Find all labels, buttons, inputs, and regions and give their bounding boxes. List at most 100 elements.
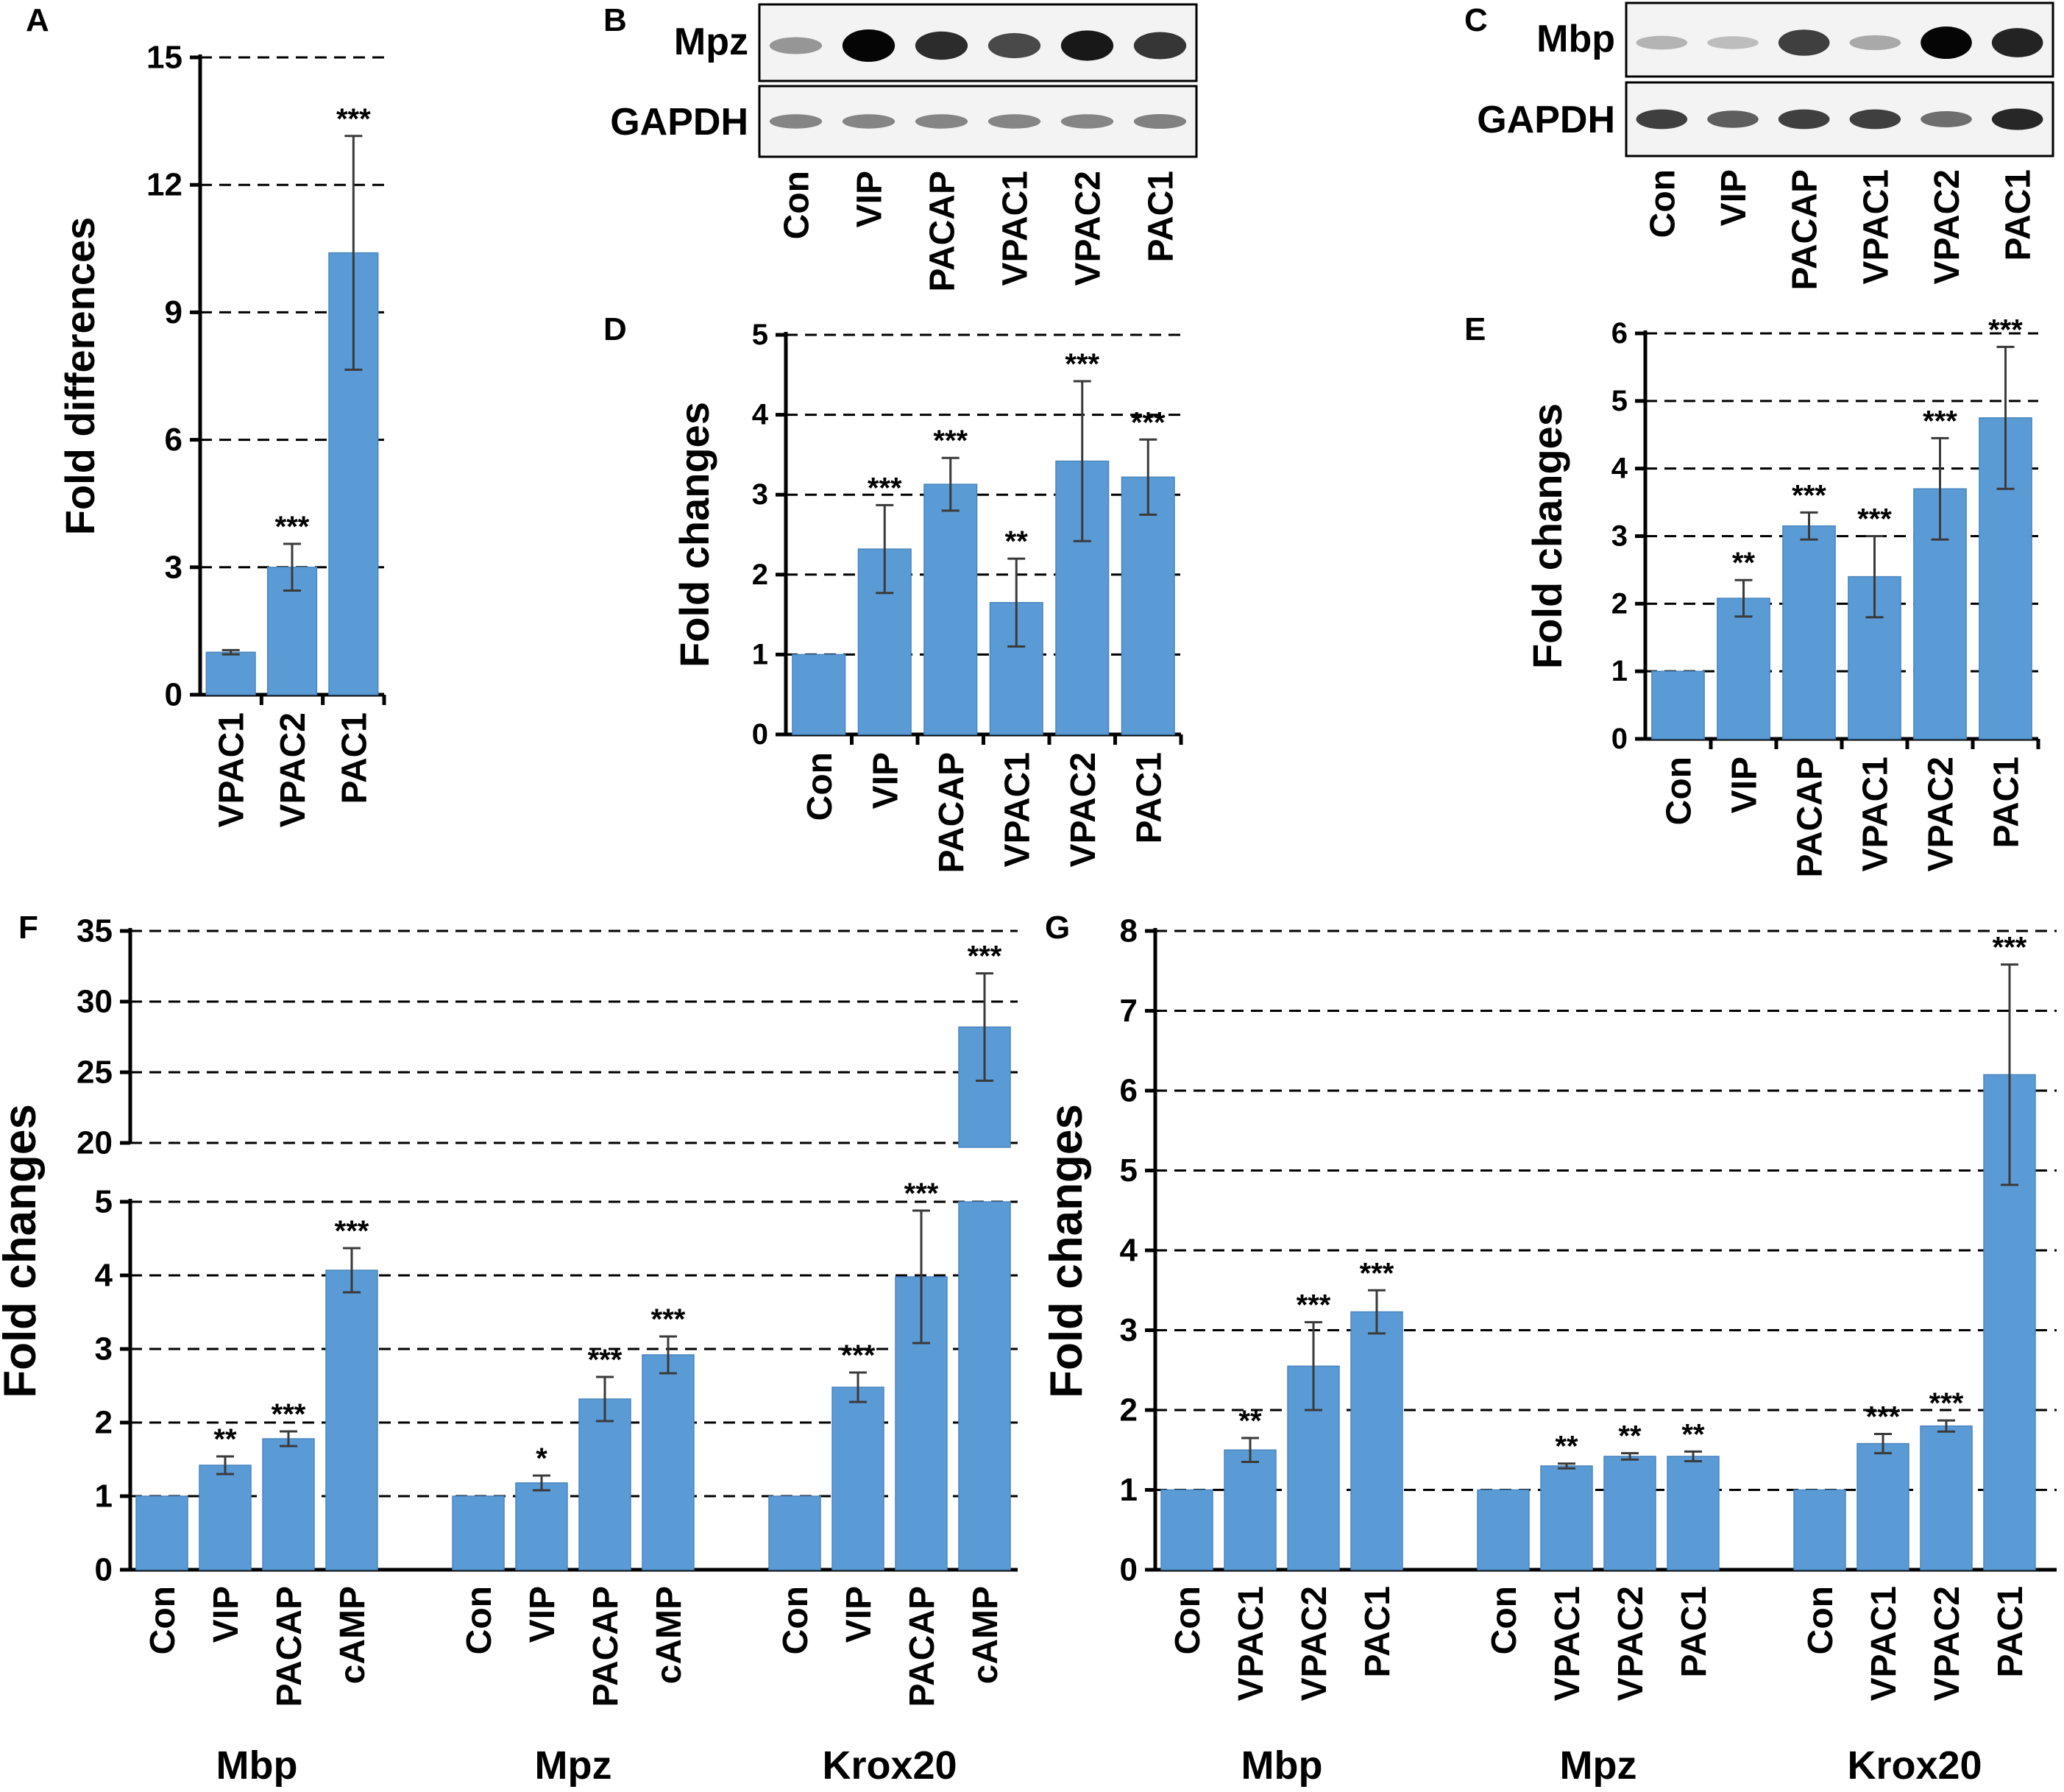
panel-f-mbp-significance: *** xyxy=(335,1215,369,1247)
panel-g-krox20-bar xyxy=(1856,1442,1909,1570)
panel-g-krox20-significance: *** xyxy=(1866,1401,1901,1434)
panel-d-ylabel: Fold changes xyxy=(671,402,717,667)
panel-a-category-label: PAC1 xyxy=(335,712,374,804)
blot-c-target-membrane xyxy=(1625,1,2054,78)
panel-d-category-label: VPAC2 xyxy=(1064,752,1103,868)
panel-f-category-label: cAMP xyxy=(333,1586,372,1684)
panel-g-category-label: VPAC1 xyxy=(1548,1586,1587,1701)
panel-d-significance: ** xyxy=(1005,525,1029,558)
panel-f-category-label: Con xyxy=(776,1586,815,1654)
panel-f-mbp-bar xyxy=(325,1269,378,1570)
blot-c-target-band xyxy=(1778,29,1830,56)
panel-g-mpz-significance: ** xyxy=(1618,1420,1642,1453)
panel-d-bar xyxy=(1121,476,1175,735)
panel-g-mbp-significance: *** xyxy=(1297,1289,1331,1322)
panel-e-category-label: PACAP xyxy=(1791,757,1830,877)
panel-f-krox20-significance: *** xyxy=(841,1339,876,1372)
panel-letter-e: E xyxy=(1464,311,1486,347)
panel-f-ylabel: Fold changes xyxy=(0,1104,46,1398)
panel-g-mpz-bar xyxy=(1667,1456,1720,1570)
panel-d-ytick-label: 0 xyxy=(752,718,768,751)
panel-f-category-label: VIP xyxy=(207,1586,246,1643)
blot-b-target-band xyxy=(987,32,1041,59)
panel-e-category-label: PAC1 xyxy=(1987,757,2026,848)
panel-g-category-label: VPAC2 xyxy=(1295,1586,1334,1701)
panel-g-category-label: VPAC1 xyxy=(1232,1586,1271,1701)
blot-b-target-band xyxy=(1133,32,1187,60)
panel-g-krox20-significance: *** xyxy=(1929,1387,1964,1420)
panel-d-bar xyxy=(792,654,846,735)
panel-a-significance: *** xyxy=(275,511,310,543)
panel-letter-g: G xyxy=(1045,910,1070,946)
panel-d-ytick-label: 5 xyxy=(752,319,768,351)
panel-f-krox20-bar-lower xyxy=(958,1201,1011,1570)
panel-letter-c: C xyxy=(1464,2,1488,38)
panel-f-group-label: Mbp xyxy=(216,1743,298,1788)
panel-e-bar xyxy=(1782,525,1836,740)
panel-g-ylabel: Fold changes xyxy=(1041,1104,1092,1398)
panel-d-category-label: PAC1 xyxy=(1129,752,1168,843)
panel-a-ytick-label: 0 xyxy=(165,677,182,713)
panel-a-significance: *** xyxy=(336,103,371,135)
blot-c-loading-band xyxy=(1778,109,1830,130)
panel-g-category-label: VPAC2 xyxy=(1611,1586,1650,1701)
blot-b-lane-label: PACAP xyxy=(923,171,962,291)
panel-f-category-label: Con xyxy=(143,1586,182,1654)
panel-f-mpz-bar xyxy=(642,1354,695,1570)
panel-g-category-label: Con xyxy=(1168,1586,1207,1654)
blot-c-lane-label: VPAC2 xyxy=(1928,169,1967,285)
blot-b-lane-label: Con xyxy=(778,171,817,239)
panel-f-krox20-significance: *** xyxy=(968,941,1002,973)
panel-g-ytick-label: 3 xyxy=(1120,1312,1138,1348)
panel-g-ytick-label: 8 xyxy=(1120,913,1138,949)
blot-c-lane-label: VIP xyxy=(1714,169,1753,226)
panel-g-mbp-significance: *** xyxy=(1360,1257,1394,1289)
panel-d-significance: *** xyxy=(868,472,902,504)
panel-f-mpz-significance: * xyxy=(536,1442,547,1475)
panel-g-mpz-bar xyxy=(1540,1465,1593,1570)
blot-c-lane-label: PAC1 xyxy=(1999,169,2038,261)
blot-c-loading-band xyxy=(1991,108,2043,130)
blot-c-loading-band xyxy=(1707,110,1759,128)
blot-b-loading-band xyxy=(915,114,968,129)
panel-e-ytick-label: 2 xyxy=(1611,587,1628,620)
blot-b-target-membrane xyxy=(758,3,1198,82)
panel-a-ytick-label: 6 xyxy=(165,422,182,458)
blot-c-loading-label: GAPDH xyxy=(1477,99,1615,141)
panel-f-category-label: VIP xyxy=(840,1586,879,1643)
panel-g-group-label: Mpz xyxy=(1560,1743,1637,1788)
panel-e-ytick-label: 4 xyxy=(1611,453,1628,485)
panel-g-mbp-bar xyxy=(1224,1449,1277,1570)
panel-a-ylabel: Fold differences xyxy=(57,217,103,536)
panel-g-ytick-label: 1 xyxy=(1120,1472,1138,1508)
panel-f-krox20-bar xyxy=(768,1495,821,1570)
blot-c-target-band xyxy=(1636,35,1688,50)
panel-g-krox20-bar xyxy=(1793,1489,1846,1570)
panel-d-significance: *** xyxy=(933,425,968,457)
panel-e-ytick-label: 1 xyxy=(1611,655,1628,687)
panel-g-mpz-significance: ** xyxy=(1681,1418,1705,1451)
panel-f-upper-ytick-label: 25 xyxy=(77,1055,113,1091)
panel-f-lower-ytick-label: 5 xyxy=(95,1184,113,1220)
panel-letter-a: A xyxy=(26,2,49,38)
panel-a-bar xyxy=(205,651,256,695)
panel-f-mpz-bar xyxy=(515,1482,568,1570)
panel-g-ytick-label: 4 xyxy=(1120,1233,1138,1269)
panel-d-category-label: VIP xyxy=(866,752,905,809)
blot-c-target-band xyxy=(1921,26,1972,59)
blot-b-lane-label: VPAC1 xyxy=(996,171,1035,286)
panel-a-ytick-label: 9 xyxy=(165,294,182,330)
panel-f-axes-lower xyxy=(128,1199,1018,1572)
panel-g-category-label: Con xyxy=(1485,1586,1524,1654)
panel-g-category-label: PAC1 xyxy=(1991,1586,2030,1677)
panel-e-category-label: VIP xyxy=(1726,757,1765,813)
blot-c-target-band xyxy=(1707,36,1759,49)
panel-f-group-label: Mpz xyxy=(535,1743,612,1788)
panel-d-bar xyxy=(923,484,978,735)
panel-g-ytick-label: 0 xyxy=(1120,1552,1138,1588)
panel-e-category-label: VPAC2 xyxy=(1922,757,1961,872)
panel-e-significance: *** xyxy=(1923,405,1957,437)
panel-f-mpz-bar xyxy=(452,1495,505,1570)
panel-f-lower-ytick-label: 3 xyxy=(95,1331,113,1367)
